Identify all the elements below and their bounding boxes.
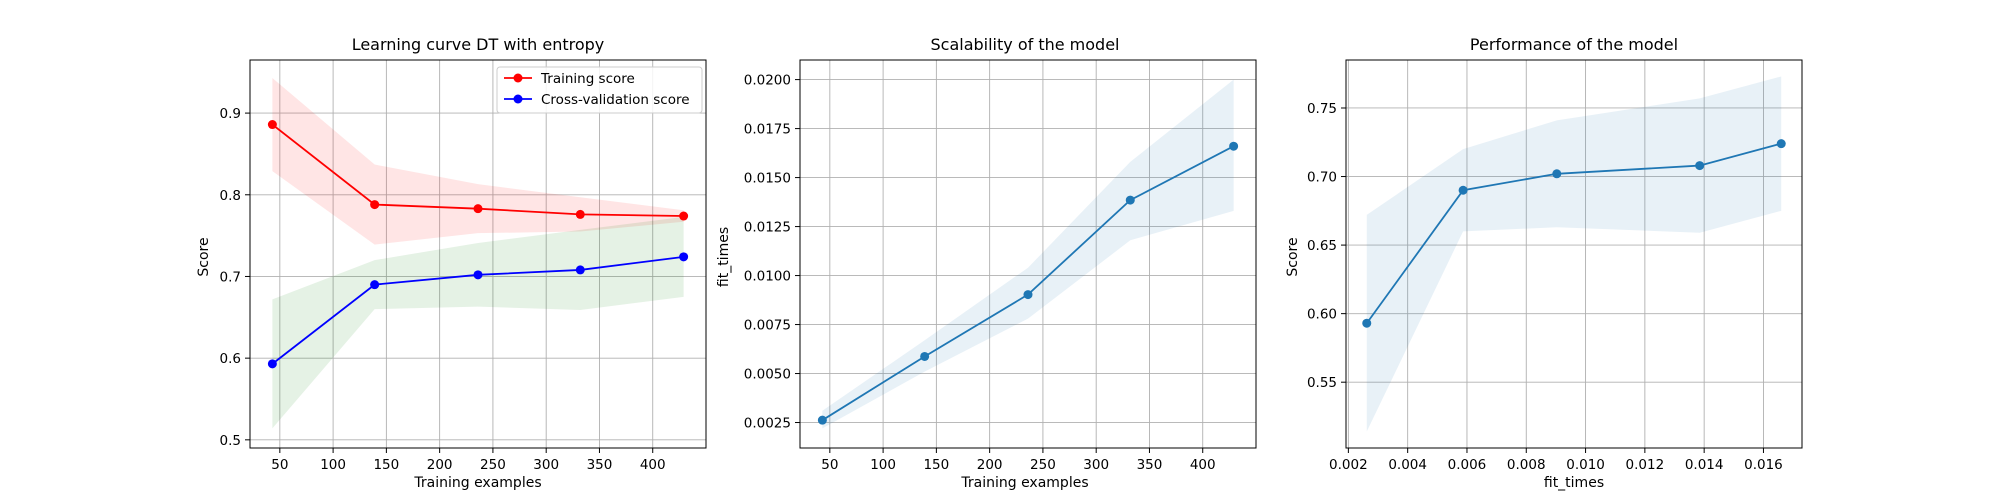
y-tick-label: 0.0075 xyxy=(744,318,791,334)
legend-marker-dot xyxy=(513,94,523,104)
x-axis-label: fit_times xyxy=(1544,475,1604,491)
data-point xyxy=(473,204,483,214)
data-point xyxy=(1552,169,1562,179)
x-tick-label: 350 xyxy=(1137,457,1163,473)
y-tick-label: 0.8 xyxy=(220,188,241,204)
data-point xyxy=(1458,185,1468,195)
data-point xyxy=(473,270,483,280)
panel-scalability: Scalability of the model Training exampl… xyxy=(716,35,1257,491)
confidence-band xyxy=(1366,76,1782,432)
data-point xyxy=(370,200,380,210)
data-point xyxy=(575,209,585,219)
data-point xyxy=(1023,290,1033,300)
x-tick-label: 100 xyxy=(320,457,346,473)
chart-title: Learning curve DT with entropy xyxy=(352,35,605,54)
y-tick-label: 0.9 xyxy=(220,106,241,122)
x-tick-label: 200 xyxy=(427,457,453,473)
data-point xyxy=(920,351,930,361)
x-tick-label: 0.008 xyxy=(1507,457,1546,473)
x-tick-label: 300 xyxy=(1083,457,1109,473)
y-tick-label: 0.5 xyxy=(220,433,241,449)
y-tick-label: 0.70 xyxy=(1307,170,1337,186)
x-tick-label: 200 xyxy=(977,457,1003,473)
data-point xyxy=(1125,195,1135,205)
y-axis-label: Score xyxy=(1285,237,1301,276)
x-tick-label: 250 xyxy=(1030,457,1056,473)
plot-area: 50 100 150 200 250 300 350 400 0.5 0.6 0.7 0.8 0.9 xyxy=(220,59,707,473)
y-axis-label: fit_times xyxy=(716,227,732,287)
confidence-band xyxy=(822,79,1234,429)
x-tick-label: 0.014 xyxy=(1685,457,1724,473)
y-tick-label: 0.0050 xyxy=(744,367,791,383)
y-tick-label: 0.0150 xyxy=(744,171,791,187)
data-point xyxy=(1695,161,1705,171)
x-tick-label: 0.004 xyxy=(1388,457,1427,473)
x-tick-label: 250 xyxy=(480,457,506,473)
x-tick-label: 0.006 xyxy=(1448,457,1487,473)
y-axis-label: Score xyxy=(196,237,212,276)
x-tick-label: 50 xyxy=(271,457,288,473)
x-axis-label: Training examples xyxy=(960,475,1088,491)
y-tick-label: 0.6 xyxy=(220,351,241,367)
chart-title: Performance of the model xyxy=(1470,35,1678,54)
y-tick-label: 0.0100 xyxy=(744,269,791,285)
x-tick-label: 150 xyxy=(373,457,399,473)
x-tick-label: 50 xyxy=(821,457,838,473)
chart-title: Scalability of the model xyxy=(931,35,1120,54)
y-tick-label: 0.60 xyxy=(1307,307,1337,323)
legend-marker-dot xyxy=(513,73,523,83)
x-tick-label: 0.010 xyxy=(1566,457,1605,473)
legend-label: Training score xyxy=(540,71,635,87)
y-tick-label: 0.75 xyxy=(1307,101,1337,117)
x-tick-label: 400 xyxy=(1190,457,1216,473)
x-tick-label: 0.002 xyxy=(1329,457,1368,473)
data-point xyxy=(1362,318,1372,328)
y-tick-label: 0.55 xyxy=(1307,375,1337,391)
legend-box xyxy=(496,66,703,114)
y-tick-label: 0.0025 xyxy=(744,416,791,432)
legend-label: Cross-validation score xyxy=(541,92,690,108)
y-tick-label: 0.0125 xyxy=(744,220,791,236)
data-point xyxy=(1229,141,1239,151)
x-tick-label: 150 xyxy=(923,457,949,473)
data-point xyxy=(267,359,277,369)
plot-area: 50 100 150 200 250 300 350 400 0.0025 0.0050 0.007… xyxy=(744,59,1257,473)
x-tick-label: 0.016 xyxy=(1744,457,1783,473)
data-point xyxy=(679,252,689,262)
x-tick-label: 0.012 xyxy=(1626,457,1665,473)
data-point xyxy=(679,211,689,221)
data-point xyxy=(575,265,585,275)
y-tick-label: 0.7 xyxy=(220,269,241,285)
plot-area: 0.002 0.004 0.006 0.008 0.010 0.012 0.014 0.016… xyxy=(1307,59,1803,473)
panel-learning-curve: Learning curve DT with entropy Training … xyxy=(196,35,707,491)
y-tick-label: 0.0200 xyxy=(744,73,791,89)
y-tick-label: 0.65 xyxy=(1307,238,1337,254)
x-axis-label: Training examples xyxy=(413,475,541,491)
data-point xyxy=(370,280,380,290)
axes-frame xyxy=(799,59,1257,449)
data-point xyxy=(1776,139,1786,149)
axes-frame xyxy=(1345,59,1803,449)
y-tick-label: 0.0175 xyxy=(744,122,791,138)
data-point xyxy=(817,415,827,425)
data-point xyxy=(267,120,277,130)
x-tick-label: 400 xyxy=(640,457,666,473)
x-tick-label: 300 xyxy=(533,457,559,473)
legend: Training score Cross-validation score xyxy=(496,66,703,114)
x-tick-label: 350 xyxy=(587,457,613,473)
x-tick-label: 100 xyxy=(870,457,896,473)
axes-frame xyxy=(249,59,707,449)
panel-performance: Performance of the model fit_times Score… xyxy=(1285,35,1803,491)
